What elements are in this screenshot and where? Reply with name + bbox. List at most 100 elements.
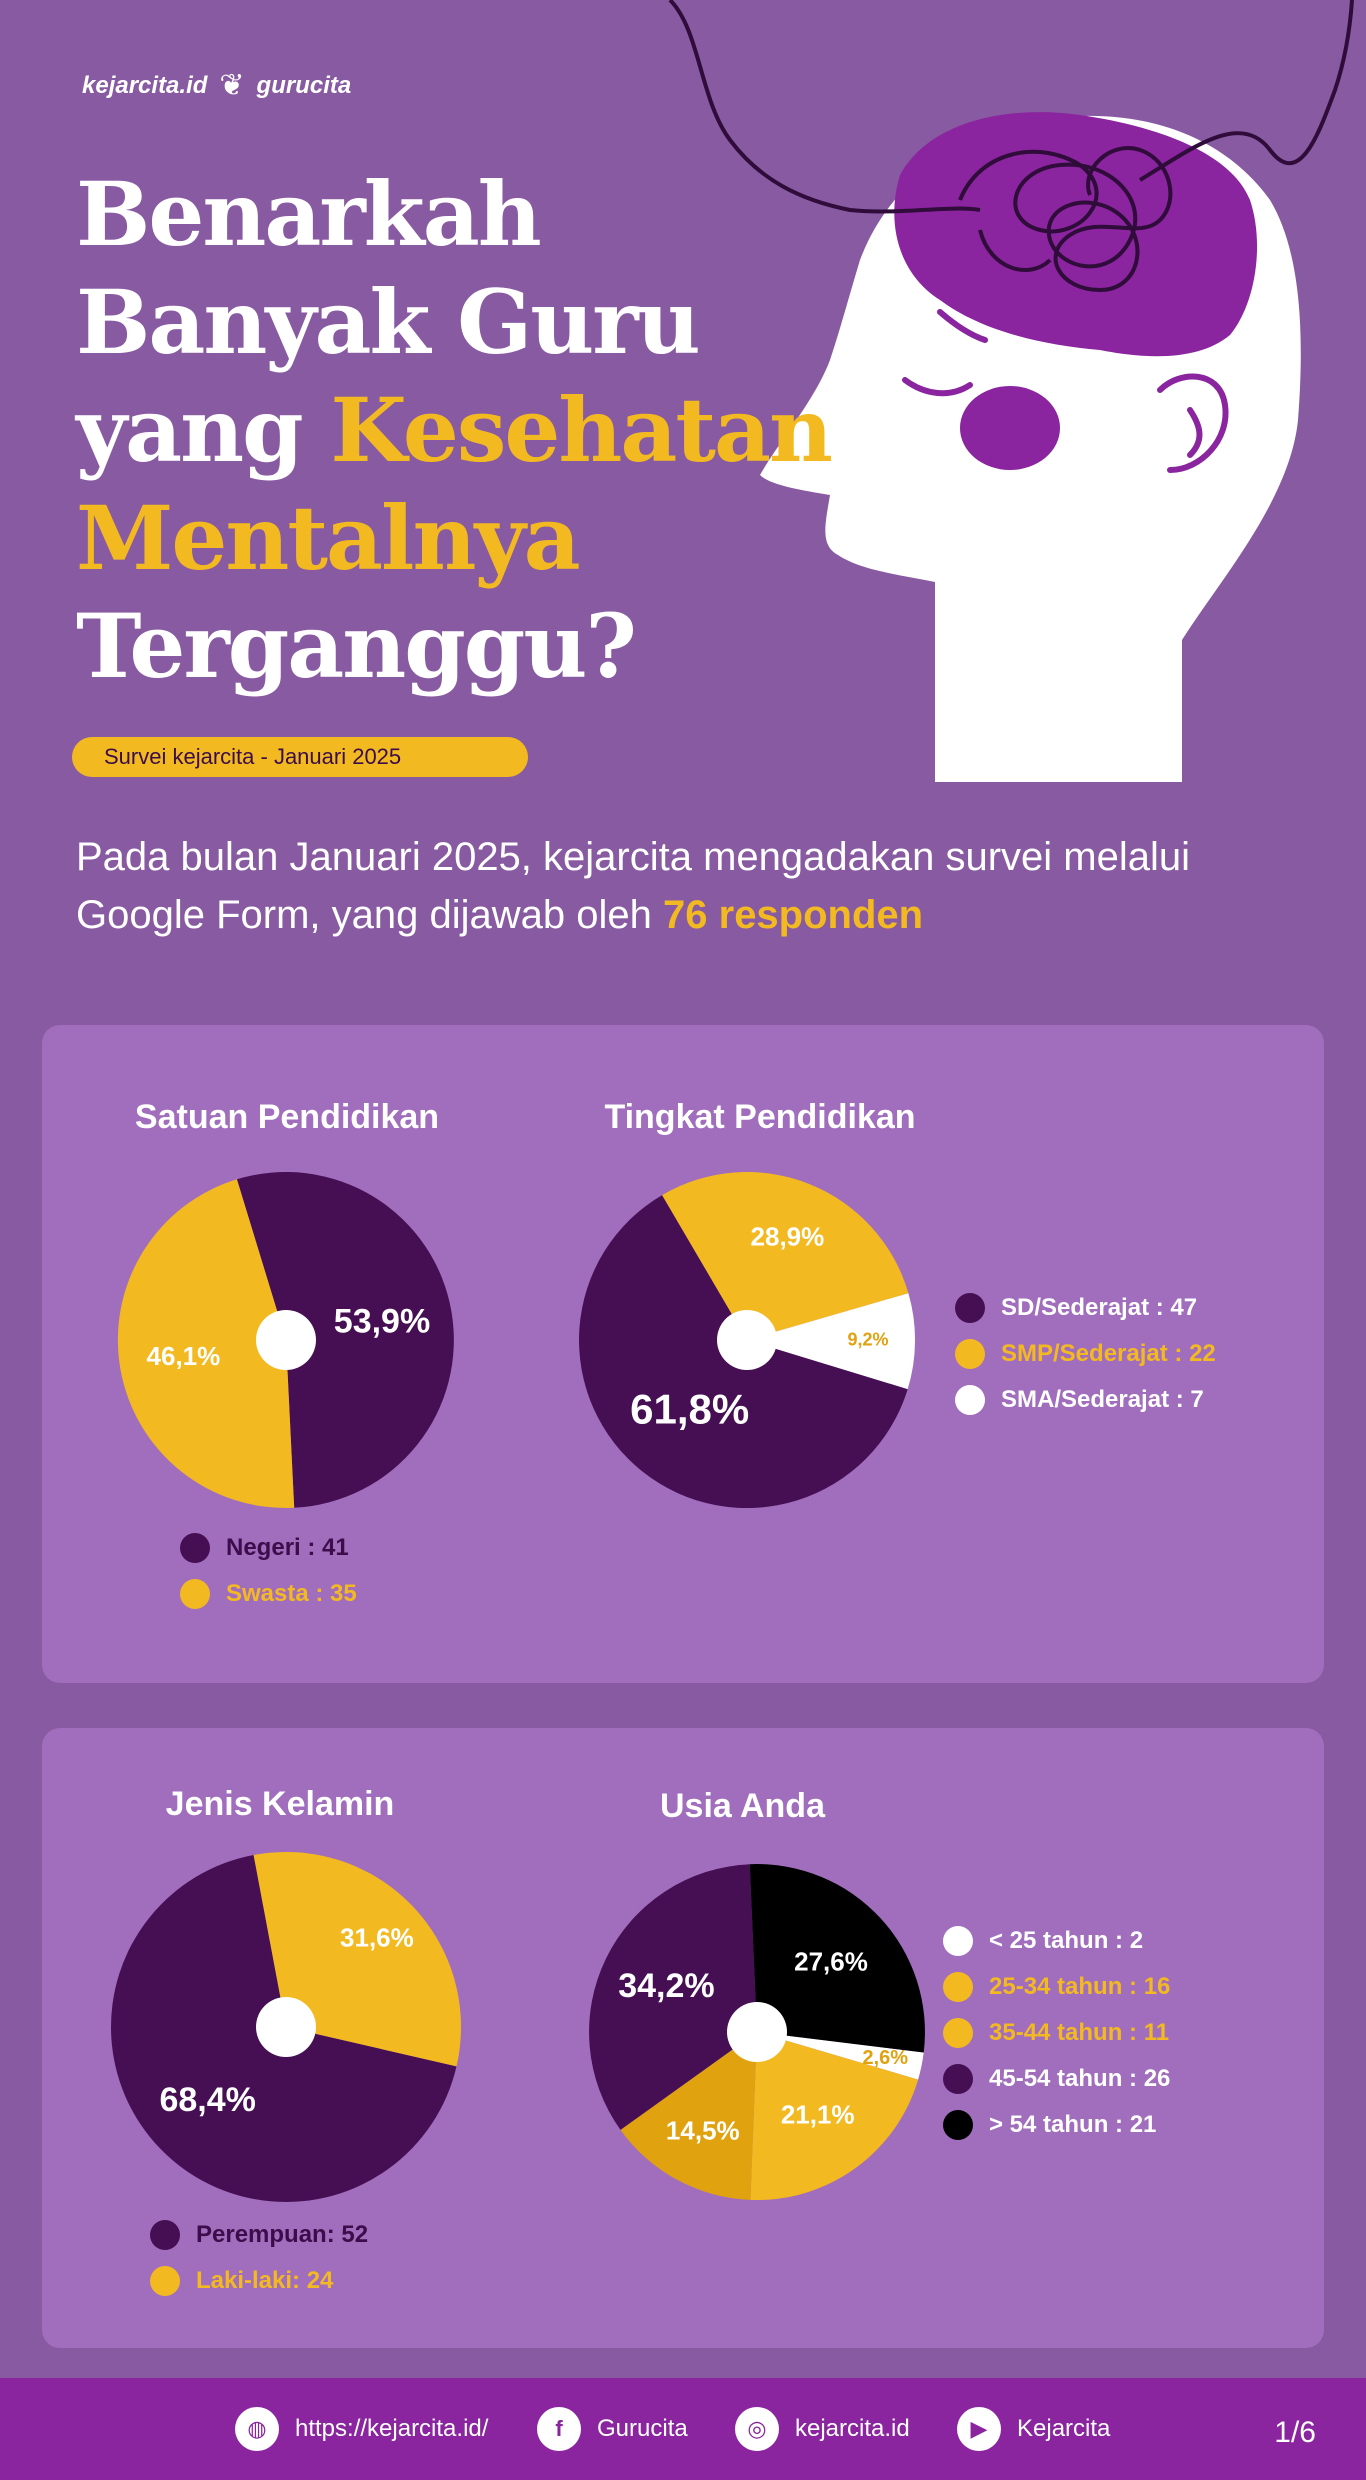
chart-title-tingkat: Tingkat Pendidikan	[604, 1098, 916, 1136]
pie-label-satuan-1: 46,1%	[147, 1341, 221, 1371]
intro-text: Pada bulan Januari 2025, kejarcita menga…	[76, 828, 1226, 944]
pie-label-kelamin-1: 31,6%	[340, 1923, 414, 1953]
legend-item-negeri: Negeri : 41	[180, 1525, 357, 1571]
footer	[0, 2378, 1366, 2480]
legend-label: Negeri : 41	[226, 1534, 349, 1561]
legend-usia: < 25 tahun : 2 25-34 tahun : 16 35-44 ta…	[943, 1918, 1170, 2148]
title-line-1: Benarkah	[76, 162, 542, 266]
pie-slice-tingkat-1	[662, 1172, 909, 1340]
legend-label: Perempuan: 52	[196, 2221, 369, 2248]
head-illustration	[668, 0, 1354, 782]
legend-item-swasta: Swasta : 35	[180, 1571, 357, 1617]
cheek	[960, 386, 1060, 470]
title-line-4-yellow: Mentalnya	[76, 486, 581, 590]
pie-label-tingkat-0: 61,8%	[630, 1386, 749, 1433]
pie-label-usia-1: 21,1%	[781, 2100, 855, 2130]
legend-dot	[150, 2266, 180, 2296]
globe-icon: ◍	[235, 2407, 279, 2451]
pie-label-usia-0: 2,6%	[863, 2047, 909, 2069]
legend-dot	[943, 1926, 973, 1956]
legend-dot	[180, 1533, 210, 1563]
title-line-3-white: yang	[76, 378, 304, 482]
pie-chart-usia: 2,6% 21,1% 14,5% 34,2% 27,6%	[589, 1864, 925, 2201]
legend-label: > 54 tahun : 21	[989, 2111, 1157, 2138]
chart-title-satuan: Satuan Pendidikan	[134, 1098, 440, 1136]
pie-label-usia-4: 27,6%	[794, 1946, 868, 1976]
pie-center-hole	[256, 1310, 316, 1370]
footer-website-text: https://kejarcita.id/	[295, 2415, 489, 2442]
pie-chart-satuan: 53,9% 46,1%	[117, 1172, 454, 1509]
legend-dot	[943, 1972, 973, 2002]
gurucita-mark-icon: ❦	[219, 69, 245, 102]
legend-label: 35-44 tahun : 11	[989, 2019, 1170, 2046]
legend-dot	[955, 1293, 985, 1323]
legend-dot	[955, 1385, 985, 1415]
pie-slice-satuan-0	[236, 1172, 454, 1508]
pie-label-tingkat-1: 28,9%	[751, 1221, 825, 1251]
string-left	[668, 0, 981, 214]
survey-badge: Survei kejarcita - Januari 2025	[72, 737, 528, 777]
chart-title-kelamin: Jenis Kelamin	[165, 1785, 395, 1823]
pie-center-hole	[256, 1997, 316, 2057]
legend-item-over-54: > 54 tahun : 21	[943, 2102, 1170, 2148]
pie-center-hole	[717, 1310, 777, 1370]
chart-title-usia: Usia Anda	[659, 1787, 825, 1825]
pie-label-kelamin-0: 68,4%	[159, 2081, 255, 2119]
pie-slice-satuan-1	[117, 1179, 295, 1509]
kejarcita-logo: kejarcita.id	[82, 71, 208, 99]
footer-facebook-link[interactable]: f Gurucita	[537, 2407, 688, 2451]
legend-dot	[943, 2110, 973, 2140]
pie-label-tingkat-2: 9,2%	[847, 1330, 888, 1350]
legend-item-smp: SMP/Sederajat : 22	[955, 1331, 1216, 1377]
legend-item-perempuan: Perempuan: 52	[150, 2212, 368, 2258]
footer-facebook-text: Gurucita	[597, 2415, 688, 2442]
pie-slice-usia-3	[589, 1864, 757, 2130]
pie-label-satuan-0: 53,9%	[334, 1302, 430, 1340]
ear	[1157, 373, 1229, 473]
legend-dot	[150, 2220, 180, 2250]
facebook-icon: f	[537, 2407, 581, 2451]
respondent-count: 76 responden	[663, 893, 924, 937]
legend-label: SD/Sederajat : 47	[1001, 1294, 1198, 1321]
legend-label: Swasta : 35	[226, 1580, 357, 1607]
pie-slice-usia-4	[749, 1864, 925, 2053]
legend-item-under-25: < 25 tahun : 2	[943, 1918, 1170, 1964]
legend-dot	[180, 1579, 210, 1609]
pie-chart-tingkat: 61,8% 28,9% 9,2%	[579, 1172, 916, 1509]
legend-label: 45-54 tahun : 26	[989, 2065, 1171, 2092]
legend-tingkat: SD/Sederajat : 47 SMP/Sederajat : 22 SMA…	[955, 1285, 1216, 1423]
youtube-icon: ▶	[957, 2407, 1001, 2451]
legend-item-25-34: 25-34 tahun : 16	[943, 1964, 1170, 2010]
footer-instagram-link[interactable]: ◎ kejarcita.id	[735, 2407, 910, 2451]
legend-label: Laki-laki: 24	[196, 2267, 334, 2294]
title-line-2: Banyak Guru	[76, 270, 701, 374]
legend-label: SMP/Sederajat : 22	[1001, 1340, 1216, 1367]
footer-website-link[interactable]: ◍ https://kejarcita.id/	[235, 2407, 488, 2451]
legend-label: < 25 tahun : 2	[989, 1927, 1144, 1954]
title-line-3-yellow: Kesehatan	[330, 378, 833, 482]
footer-youtube-link[interactable]: ▶ Kejarcita	[957, 2407, 1110, 2451]
gurucita-logo: gurucita	[256, 71, 352, 99]
legend-kelamin: Perempuan: 52 Laki-laki: 24	[150, 2212, 368, 2304]
pie-slice-usia-2	[620, 2032, 757, 2200]
legend-item-45-54: 45-54 tahun : 26	[943, 2056, 1170, 2102]
legend-dot	[943, 2018, 973, 2048]
title-line-5: Terganggu?	[76, 594, 637, 698]
pie-center-hole	[727, 2002, 787, 2062]
string-right	[1138, 0, 1354, 182]
legend-label: 25-34 tahun : 16	[989, 1973, 1171, 2000]
page-number: 1/6	[1274, 2416, 1316, 2449]
footer-youtube-text: Kejarcita	[1017, 2415, 1111, 2442]
legend-dot	[955, 1339, 985, 1369]
legend-label: SMA/Sederajat : 7	[1001, 1386, 1204, 1413]
legend-item-sd: SD/Sederajat : 47	[955, 1285, 1216, 1331]
closed-eye	[902, 377, 973, 397]
brand-logos: kejarcita.id ❦ gurucita	[82, 68, 351, 103]
pie-chart-kelamin: 68,4% 31,6%	[110, 1851, 461, 2202]
footer-instagram-text: kejarcita.id	[795, 2415, 910, 2442]
tangled-thoughts	[958, 146, 1173, 293]
legend-satuan: Negeri : 41 Swasta : 35	[180, 1525, 357, 1617]
pie-slice-tingkat-2	[747, 1293, 916, 1390]
intro-body: Pada bulan Januari 2025, kejarcita menga…	[76, 835, 1191, 937]
pie-slice-usia-1	[750, 2032, 919, 2201]
